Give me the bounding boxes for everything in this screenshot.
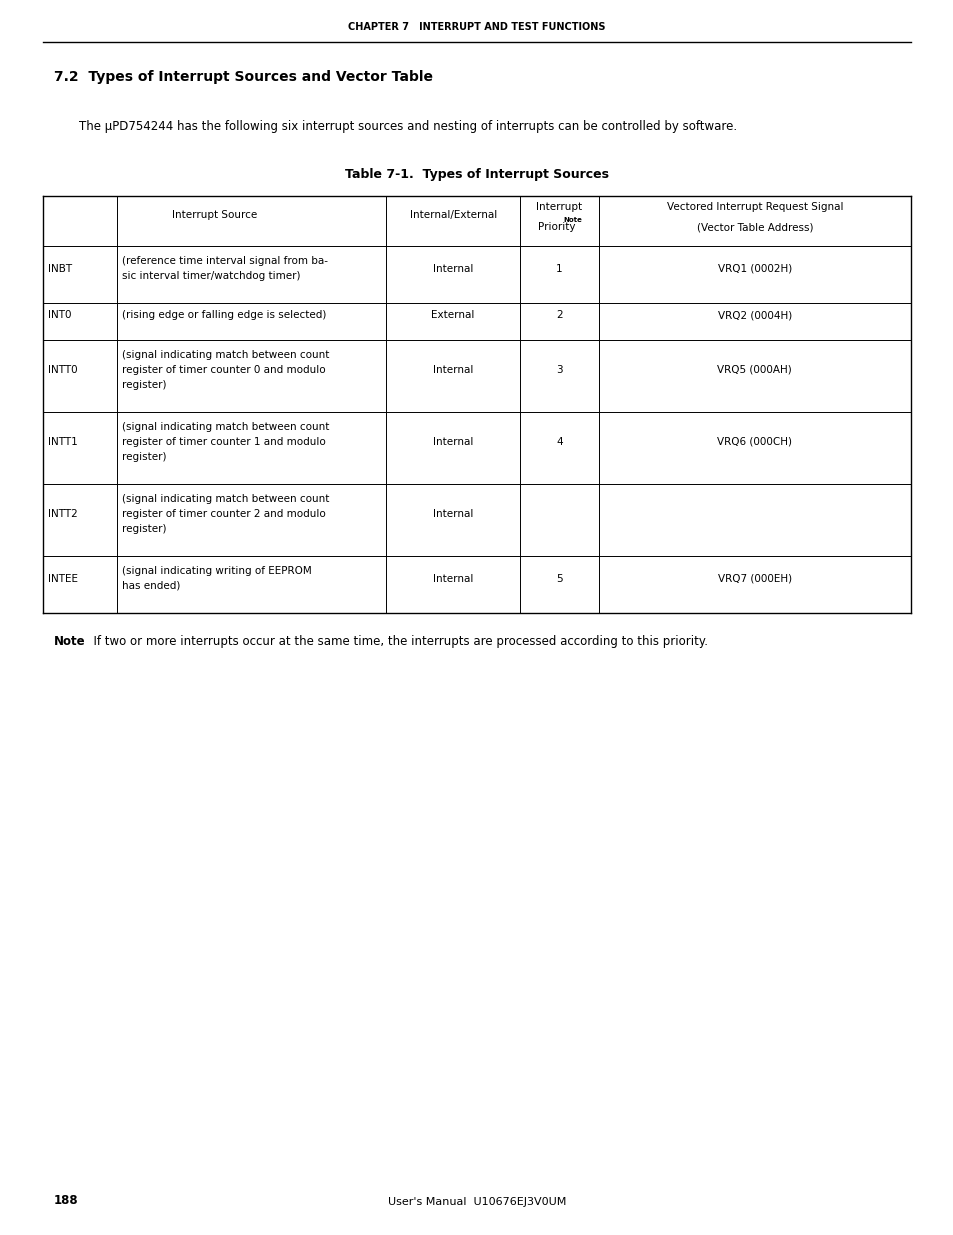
Text: INT0: INT0 [48, 310, 71, 321]
Text: register of timer counter 2 and modulo: register of timer counter 2 and modulo [122, 509, 325, 519]
Text: register): register) [122, 524, 166, 534]
Text: Internal: Internal [433, 509, 473, 519]
Text: 1: 1 [556, 263, 562, 273]
Text: register of timer counter 0 and modulo: register of timer counter 0 and modulo [122, 366, 325, 375]
Text: 7.2  Types of Interrupt Sources and Vector Table: 7.2 Types of Interrupt Sources and Vecto… [54, 70, 433, 84]
Text: register): register) [122, 379, 166, 389]
Text: Internal: Internal [433, 263, 473, 273]
Text: (signal indicating match between count: (signal indicating match between count [122, 351, 329, 361]
Text: Interrupt: Interrupt [536, 203, 582, 212]
Text: VRQ5 (000AH): VRQ5 (000AH) [717, 366, 791, 375]
Text: Interrupt Source: Interrupt Source [172, 210, 256, 220]
Text: INTT2: INTT2 [48, 509, 77, 519]
Text: Table 7-1.  Types of Interrupt Sources: Table 7-1. Types of Interrupt Sources [345, 168, 608, 182]
Text: VRQ6 (000CH): VRQ6 (000CH) [717, 437, 791, 447]
Text: 4: 4 [556, 437, 562, 447]
Text: register): register) [122, 452, 166, 462]
Text: (reference time interval signal from ba-: (reference time interval signal from ba- [122, 256, 328, 267]
Text: 2: 2 [556, 310, 562, 321]
Text: Priority: Priority [537, 222, 575, 232]
Text: 5: 5 [556, 573, 562, 583]
Text: INTT0: INTT0 [48, 366, 77, 375]
Text: VRQ2 (0004H): VRQ2 (0004H) [717, 310, 791, 321]
Text: Note: Note [54, 635, 86, 648]
Text: INTEE: INTEE [48, 573, 78, 583]
Text: VRQ7 (000EH): VRQ7 (000EH) [717, 573, 791, 583]
Text: 188: 188 [54, 1194, 78, 1207]
Text: 3: 3 [556, 366, 562, 375]
Text: register of timer counter 1 and modulo: register of timer counter 1 and modulo [122, 437, 325, 447]
Text: sic interval timer/watchdog timer): sic interval timer/watchdog timer) [122, 270, 300, 280]
Text: CHAPTER 7   INTERRUPT AND TEST FUNCTIONS: CHAPTER 7 INTERRUPT AND TEST FUNCTIONS [348, 22, 605, 32]
Text: has ended): has ended) [122, 580, 180, 590]
Text: (Vector Table Address): (Vector Table Address) [696, 222, 812, 232]
Text: (signal indicating writing of EEPROM: (signal indicating writing of EEPROM [122, 567, 312, 577]
Text: Internal/External: Internal/External [409, 210, 497, 220]
Text: Internal: Internal [433, 366, 473, 375]
Text: Note: Note [562, 217, 581, 224]
Text: User's Manual  U10676EJ3V0UM: User's Manual U10676EJ3V0UM [388, 1197, 565, 1207]
Text: (signal indicating match between count: (signal indicating match between count [122, 422, 329, 432]
Text: Internal: Internal [433, 437, 473, 447]
Text: The μPD754244 has the following six interrupt sources and nesting of interrupts : The μPD754244 has the following six inte… [79, 120, 737, 133]
Text: External: External [431, 310, 475, 321]
Text: VRQ1 (0002H): VRQ1 (0002H) [717, 263, 791, 273]
Text: INTT1: INTT1 [48, 437, 77, 447]
Text: Vectored Interrupt Request Signal: Vectored Interrupt Request Signal [666, 203, 842, 212]
Text: If two or more interrupts occur at the same time, the interrupts are processed a: If two or more interrupts occur at the s… [86, 635, 707, 648]
Text: Internal: Internal [433, 573, 473, 583]
Text: (signal indicating match between count: (signal indicating match between count [122, 494, 329, 505]
Text: (rising edge or falling edge is selected): (rising edge or falling edge is selected… [122, 310, 326, 321]
Text: INBT: INBT [48, 263, 72, 273]
